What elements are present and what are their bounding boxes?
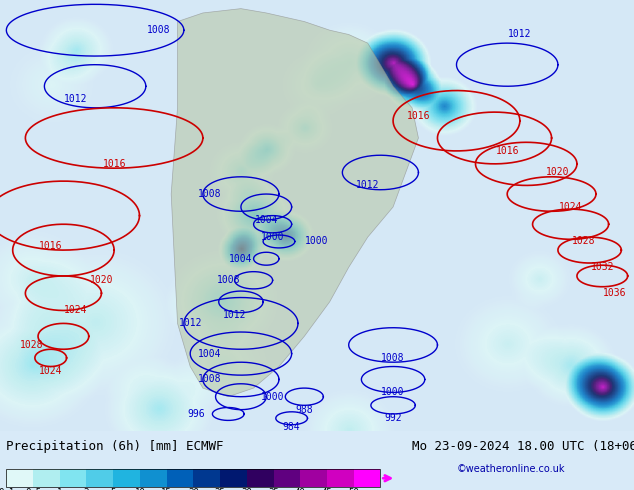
Polygon shape — [171, 9, 418, 397]
Bar — [6, 469, 33, 487]
Text: 1008: 1008 — [146, 25, 171, 35]
Bar — [33, 469, 60, 487]
Bar — [220, 469, 247, 487]
Text: 1000: 1000 — [261, 232, 285, 242]
Text: 1008: 1008 — [216, 275, 240, 285]
Bar — [327, 469, 354, 487]
Text: 1036: 1036 — [603, 288, 627, 298]
Text: 1024: 1024 — [64, 305, 88, 316]
Bar — [247, 469, 273, 487]
Bar — [354, 469, 380, 487]
Text: 35: 35 — [268, 488, 279, 490]
Text: 40: 40 — [295, 488, 306, 490]
Text: 1008: 1008 — [197, 189, 221, 199]
Text: 1012: 1012 — [356, 180, 380, 191]
Text: 1024: 1024 — [39, 366, 63, 376]
Bar — [60, 469, 86, 487]
Bar — [301, 469, 327, 487]
Text: 1000: 1000 — [381, 388, 405, 397]
Text: Precipitation (6h) [mm] ECMWF: Precipitation (6h) [mm] ECMWF — [6, 440, 224, 453]
Bar — [6, 469, 380, 487]
Text: 1016: 1016 — [39, 241, 63, 251]
Text: 0.5: 0.5 — [25, 488, 41, 490]
Bar — [193, 469, 220, 487]
Bar — [86, 469, 113, 487]
Text: 1004: 1004 — [197, 348, 221, 359]
Text: 1008: 1008 — [381, 353, 405, 363]
Text: 1020: 1020 — [89, 275, 113, 285]
Text: 5: 5 — [110, 488, 116, 490]
Text: 1016: 1016 — [102, 159, 126, 169]
Text: 992: 992 — [384, 413, 402, 423]
Text: 1028: 1028 — [571, 237, 595, 246]
Bar — [167, 469, 193, 487]
Text: 1004: 1004 — [254, 215, 278, 225]
Text: 1000: 1000 — [261, 392, 285, 402]
Text: 15: 15 — [161, 488, 172, 490]
Bar — [273, 469, 301, 487]
Text: 1012: 1012 — [223, 310, 247, 320]
Text: 1012: 1012 — [508, 29, 532, 40]
Text: 0.1: 0.1 — [0, 488, 15, 490]
Text: 984: 984 — [283, 422, 301, 432]
Text: 1024: 1024 — [559, 202, 583, 212]
Text: 1020: 1020 — [546, 168, 570, 177]
Text: 1: 1 — [57, 488, 63, 490]
Text: 1004: 1004 — [229, 254, 253, 264]
Text: 1032: 1032 — [590, 262, 614, 272]
Text: Mo 23-09-2024 18.00 UTC (18+06): Mo 23-09-2024 18.00 UTC (18+06) — [412, 440, 634, 453]
Text: 1028: 1028 — [20, 340, 44, 350]
Text: 1016: 1016 — [406, 111, 430, 122]
Text: 2: 2 — [84, 488, 89, 490]
Text: 45: 45 — [321, 488, 332, 490]
Text: 10: 10 — [134, 488, 145, 490]
Text: 25: 25 — [215, 488, 226, 490]
Bar — [113, 469, 140, 487]
Text: 1012: 1012 — [178, 318, 202, 328]
Text: 1012: 1012 — [64, 94, 88, 104]
Text: 996: 996 — [188, 409, 205, 419]
Text: 1016: 1016 — [495, 146, 519, 156]
Text: 50: 50 — [348, 488, 359, 490]
Text: 20: 20 — [188, 488, 198, 490]
Text: 1000: 1000 — [305, 237, 329, 246]
Text: 1008: 1008 — [197, 374, 221, 385]
Text: 30: 30 — [242, 488, 252, 490]
Text: 988: 988 — [295, 405, 313, 415]
Bar — [140, 469, 167, 487]
Text: ©weatheronline.co.uk: ©weatheronline.co.uk — [456, 464, 565, 473]
